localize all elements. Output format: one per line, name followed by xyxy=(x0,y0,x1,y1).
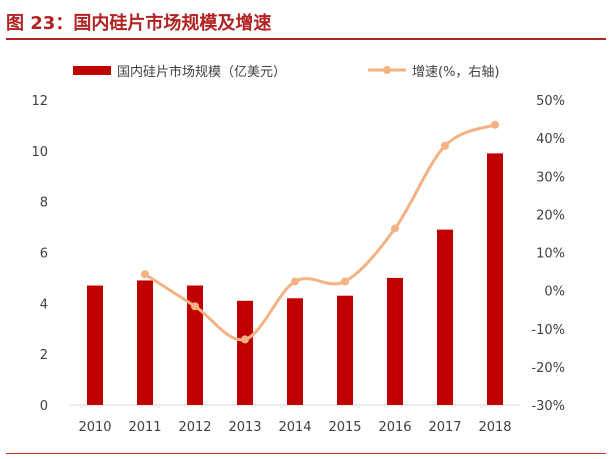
growth-point-2016 xyxy=(391,224,399,233)
legend-bar-swatch xyxy=(73,66,111,75)
right-tick-label: 30% xyxy=(536,170,565,185)
left-tick-label: 10 xyxy=(31,145,48,160)
bar-2018 xyxy=(487,153,503,405)
right-tick-label: 50% xyxy=(536,94,565,109)
right-tick-label: 40% xyxy=(536,132,565,147)
x-tick-label: 2012 xyxy=(178,420,211,435)
legend: 国内硅片市场规模（亿美元） 增速(%，右轴) xyxy=(73,64,500,80)
growth-point-2014 xyxy=(291,277,299,286)
bar-2013 xyxy=(237,300,253,405)
left-tick-label: 6 xyxy=(40,247,48,262)
bar-2012 xyxy=(187,285,203,405)
growth-point-2017 xyxy=(441,141,449,150)
x-tick-label: 2014 xyxy=(278,420,311,435)
bar-2014 xyxy=(287,298,303,405)
growth-point-2013 xyxy=(241,335,249,344)
right-tick-label: -10% xyxy=(531,323,565,338)
left-tick-label: 2 xyxy=(40,348,48,363)
right-tick-label: -30% xyxy=(531,399,565,414)
axes: 0 2 4 6 8 10 12 -30% -20% -10% 0% 10% 20% 30% 40% 50% 20… xyxy=(31,94,565,435)
right-tick-label: -20% xyxy=(531,361,565,376)
x-tick-label: 2010 xyxy=(78,420,111,435)
legend-line-marker xyxy=(383,66,391,74)
bar-2017 xyxy=(437,229,453,405)
left-tick-label: 0 xyxy=(40,399,48,414)
right-tick-label: 0% xyxy=(544,285,565,300)
legend-bar-label: 国内硅片市场规模（亿美元） xyxy=(117,64,286,80)
x-tick-label: 2013 xyxy=(228,420,261,435)
growth-point-2012 xyxy=(191,302,199,311)
x-tick-label: 2016 xyxy=(378,420,411,435)
left-tick-label: 8 xyxy=(40,196,48,211)
bar-2010 xyxy=(87,285,103,405)
x-tick-label: 2015 xyxy=(328,420,361,435)
legend-line-label: 增速(%，右轴) xyxy=(412,65,500,80)
figure-title: 图 23：国内硅片市场规模及增速 xyxy=(6,13,272,34)
right-tick-label: 20% xyxy=(536,208,565,223)
x-tick-label: 2018 xyxy=(478,420,511,435)
growth-line-path xyxy=(144,123,496,342)
figure-header: 图 23：国内硅片市场规模及增速 xyxy=(6,4,606,40)
bottom-rule xyxy=(6,453,606,454)
growth-point-2011 xyxy=(141,270,149,279)
bars xyxy=(87,153,503,405)
x-tick-label: 2017 xyxy=(428,420,461,435)
bar-2015 xyxy=(337,295,353,405)
bar-2011 xyxy=(137,280,153,405)
growth-line xyxy=(141,120,499,344)
x-tick-label: 2011 xyxy=(128,420,161,435)
growth-point-2015 xyxy=(341,277,349,286)
left-tick-label: 4 xyxy=(40,297,48,312)
right-tick-label: 10% xyxy=(536,247,565,262)
left-tick-label: 12 xyxy=(31,94,48,109)
growth-point-2018 xyxy=(491,120,499,129)
bar-2016 xyxy=(387,277,403,405)
